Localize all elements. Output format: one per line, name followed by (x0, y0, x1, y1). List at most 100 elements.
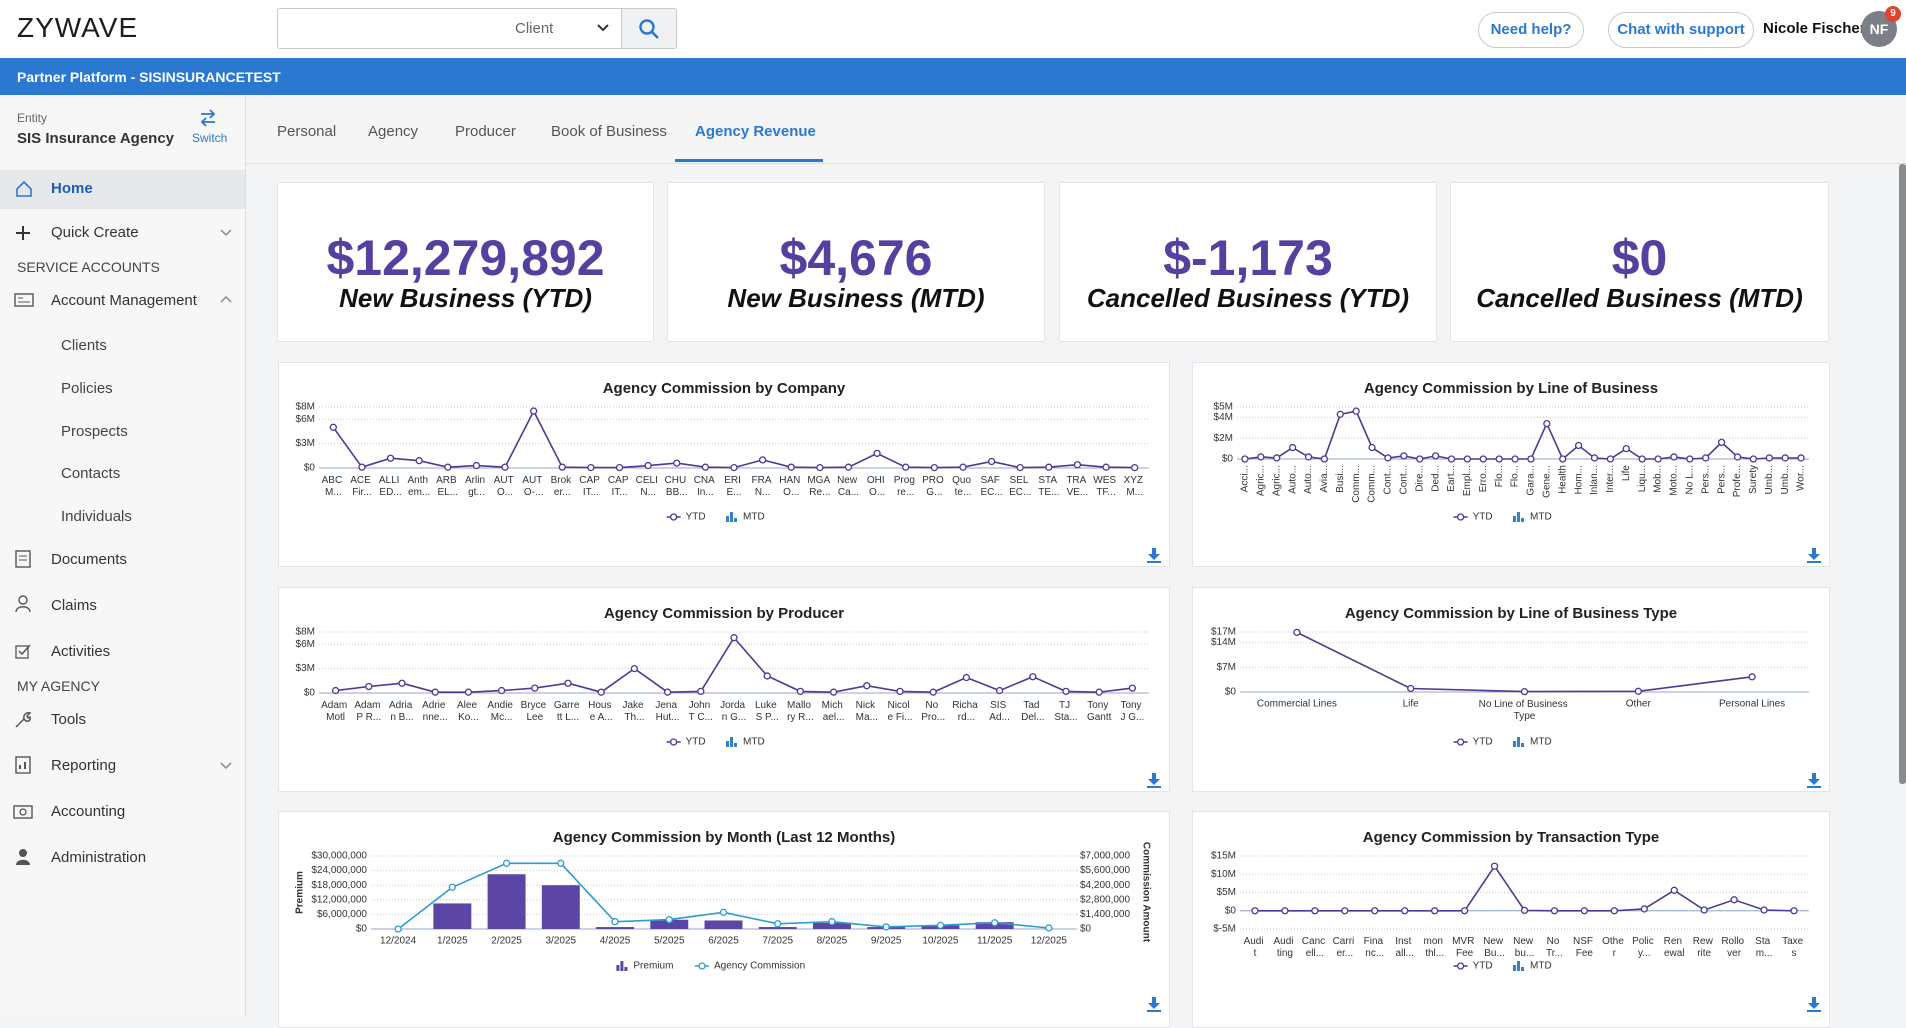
logo[interactable]: ZYWAVE (17, 12, 139, 43)
legend-icon (1456, 513, 1465, 521)
y2-tick-label: $4,200,000 (1080, 880, 1130, 891)
y2-tick-label: $5,600,000 (1080, 865, 1130, 876)
point (1431, 907, 1439, 915)
point (1638, 455, 1646, 463)
y-tick-label: $24,000,000 (311, 865, 367, 876)
x-tick-label: NSF Fee (1573, 936, 1596, 959)
x-tick-label: Carri er... (1333, 936, 1357, 959)
nav-subitem[interactable]: Individuals (61, 508, 132, 525)
line (1244, 410, 1802, 461)
point (394, 925, 402, 933)
point (863, 682, 871, 690)
switch-icon[interactable] (198, 109, 218, 127)
nav-subitem[interactable]: Contacts (61, 465, 121, 482)
point (1251, 907, 1259, 915)
x-tick-label: Erro... (1478, 465, 1489, 492)
x-tick-label: STA TE... (1038, 475, 1059, 498)
legend-icon (698, 962, 706, 970)
nav-item[interactable]: Claims (51, 597, 97, 614)
x-tick-label: No Tr... (1546, 936, 1563, 959)
x-tick-label: Acci... (1240, 465, 1251, 492)
point (1686, 455, 1694, 463)
download-button[interactable] (1807, 548, 1821, 563)
search-button[interactable] (622, 8, 677, 49)
nav-subitem[interactable]: Prospects (61, 423, 128, 440)
kpi-card: $-1,173 Cancelled Business (YTD) (1059, 182, 1437, 342)
download-button[interactable] (1147, 997, 1161, 1012)
chart-card: Agency Commission by Producer $0 $3M $6M $8M… (278, 587, 1170, 792)
nav-item[interactable]: Activities (51, 643, 111, 660)
point (1045, 463, 1053, 471)
x-tick-label: CAP IT... (608, 475, 631, 498)
tab[interactable]: Personal (277, 123, 337, 140)
scrollbar[interactable] (1899, 164, 1906, 784)
x-tick-label: Cont... (1383, 465, 1394, 494)
kpi-card: $4,676 New Business (MTD) (667, 182, 1045, 342)
nav-item[interactable]: Home (51, 180, 93, 197)
x-tick-label: Agric... (1271, 465, 1282, 496)
x-tick-label: Quo te... (952, 475, 974, 498)
point (1073, 461, 1082, 469)
chart: Agency Commission by Transaction Type $-5… (1211, 829, 1821, 1012)
user-name[interactable]: Nicole Fischer (1763, 20, 1866, 37)
point (1281, 907, 1289, 915)
point (1257, 453, 1265, 461)
download-button[interactable] (1807, 997, 1821, 1012)
tab-active[interactable]: Agency Revenue (695, 123, 816, 140)
download-button[interactable] (1807, 773, 1821, 788)
nav-item[interactable]: Tools (51, 711, 87, 728)
point (1520, 906, 1529, 915)
point (1352, 407, 1360, 415)
point (1590, 454, 1599, 462)
tools-icon (15, 712, 32, 728)
nav-item[interactable]: Accounting (51, 803, 126, 820)
search-filter[interactable]: Client (501, 8, 622, 49)
point (564, 679, 572, 687)
point (329, 423, 337, 431)
point (1128, 684, 1137, 692)
entity-label: Entity (17, 111, 48, 125)
point (464, 688, 473, 696)
tab[interactable]: Book of Business (551, 123, 667, 140)
point (787, 463, 795, 471)
kpi-label: New Business (YTD) (339, 283, 592, 313)
entity-name: SIS Insurance Agency (17, 130, 175, 147)
nav-item[interactable]: Documents (51, 551, 127, 568)
download-button[interactable] (1147, 548, 1161, 563)
x-tick-label: Avia... (1319, 465, 1330, 493)
switch-link[interactable]: Switch (192, 131, 228, 145)
nav-item[interactable]: Reporting (51, 757, 117, 774)
legend-icon (730, 737, 733, 747)
point (1368, 443, 1376, 452)
point (398, 679, 406, 687)
y-tick-label: $0 (304, 688, 316, 699)
download-button[interactable] (1147, 773, 1161, 788)
chat-button[interactable]: Chat with support (1608, 12, 1754, 48)
x-tick-label: 11/2025 (977, 936, 1013, 947)
kpi-value: $4,676 (779, 230, 933, 286)
line (335, 636, 1133, 694)
legend-icon (1517, 961, 1520, 971)
point (758, 456, 767, 464)
x-tick-label: AUT O... (494, 475, 517, 498)
search-input[interactable] (277, 8, 503, 49)
y-tick-label: $15M (1211, 851, 1236, 862)
nav-item[interactable]: Administration (51, 849, 147, 866)
nav-item[interactable]: Quick Create (51, 224, 139, 241)
tab[interactable]: Producer (455, 123, 516, 140)
help-button[interactable]: Need help? (1478, 12, 1584, 48)
point (1320, 455, 1329, 463)
nav-item[interactable]: Account Management (51, 292, 197, 309)
x-tick-label: John T C... (689, 700, 713, 723)
point (1273, 454, 1281, 462)
tab[interactable]: Agency (368, 123, 419, 140)
point (1095, 688, 1103, 696)
x-tick-label: 10/2025 (922, 936, 959, 947)
x-tick-label: Sta m... (1755, 936, 1773, 959)
x-tick-label: Adria n B... (389, 700, 415, 723)
nav-subitem[interactable]: Policies (61, 380, 113, 397)
nav-subitem[interactable]: Clients (61, 337, 107, 354)
x-tick-label: Comm... (1351, 465, 1362, 503)
x-tick-label: Liqu... (1637, 465, 1648, 492)
y-tick-label: $14M (1211, 637, 1236, 648)
